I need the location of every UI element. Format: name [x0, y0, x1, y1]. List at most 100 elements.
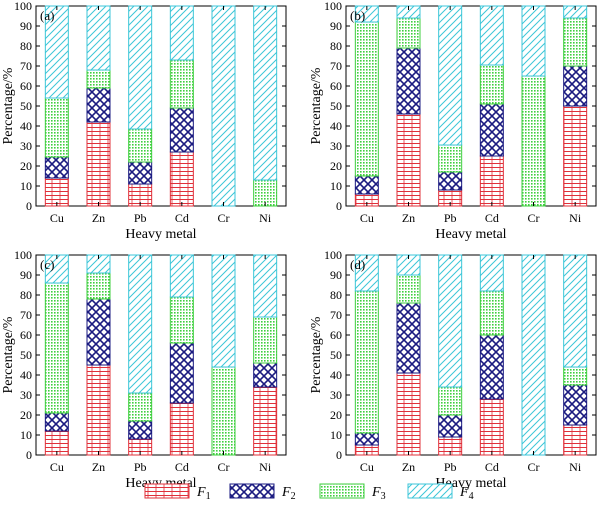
x-tick-label: Cr	[218, 211, 230, 225]
bar-segment-F3-Pb	[438, 386, 463, 416]
bar-segment-F2-Ni	[563, 65, 588, 107]
bar-segment-F2-Ni	[253, 362, 278, 388]
bar-segment-F4-Cd	[479, 254, 504, 292]
y-tick-label: 90	[330, 268, 342, 282]
legend-swatch-F4	[407, 483, 453, 499]
bar-segment-F4-Ni	[253, 5, 278, 181]
bar-segment-F4-Pb	[438, 5, 463, 146]
legend-label-F4: F4	[459, 485, 474, 502]
bar-segment-F4-Cr	[211, 5, 236, 207]
y-tick-label: 10	[20, 179, 32, 193]
bar-segment-F1-Cd	[169, 402, 194, 456]
y-tick-label: 20	[20, 408, 32, 422]
y-tick-label: 100	[14, 248, 32, 262]
y-tick-label: 90	[20, 19, 32, 33]
y-tick-label: 10	[20, 428, 32, 442]
legend-swatch-F2	[229, 483, 275, 499]
y-tick-label: 50	[330, 99, 342, 113]
panel-label: (c)	[40, 257, 54, 272]
bar-segment-F2-Cd	[169, 107, 194, 153]
panel-label: (a)	[40, 8, 54, 23]
bar-segment-F4-Ni	[253, 254, 278, 318]
x-tick-label: Cu	[360, 211, 374, 225]
bar-segment-F3-Ni	[253, 316, 278, 364]
bar-segment-F2-Zn	[86, 298, 111, 366]
panel-label: (b)	[350, 8, 365, 23]
y-tick-label: 40	[330, 119, 342, 133]
bar-segment-F3-Pb	[438, 144, 463, 173]
x-tick-label: Cu	[360, 460, 374, 474]
bar-segment-F4-Ni	[563, 254, 588, 368]
bar-segment-F4-Cd	[479, 5, 504, 66]
y-tick-label: 80	[330, 288, 342, 302]
bar-segment-F2-Zn	[396, 47, 421, 115]
y-tick-label: 70	[20, 308, 32, 322]
x-axis-title: Heavy metal	[435, 476, 506, 491]
bar-segment-F2-Cu	[354, 432, 379, 446]
legend-label-F2: F2	[281, 485, 296, 502]
x-tick-label: Cr	[528, 460, 540, 474]
bar-segment-F3-Cu	[354, 290, 379, 434]
bar-segment-F4-Cr	[521, 254, 546, 456]
y-tick-label: 50	[330, 348, 342, 362]
bar-segment-F2-Cu	[354, 175, 379, 195]
bar-segment-F1-Ni	[563, 424, 588, 456]
y-tick-label: 90	[330, 19, 342, 33]
y-tick-label: 60	[330, 328, 342, 342]
y-tick-label: 50	[20, 99, 32, 113]
plot-frame	[35, 254, 287, 456]
plot-frame	[345, 5, 597, 207]
legend-label-F3: F3	[371, 485, 386, 502]
y-tick-label: 0	[26, 199, 32, 213]
panel-label: (d)	[350, 257, 365, 272]
legend-swatch-F1	[144, 483, 190, 499]
bar-segment-F1-Zn	[396, 372, 421, 456]
bar-segment-F3-Zn	[396, 274, 421, 304]
bar-segment-F3-Zn	[86, 272, 111, 300]
y-tick-label: 20	[20, 159, 32, 173]
bar-segment-F4-Pb	[438, 254, 463, 388]
y-tick-label: 70	[330, 308, 342, 322]
bar-segment-F2-Zn	[396, 302, 421, 374]
x-tick-label: Cd	[175, 460, 189, 474]
bar-segment-F4-Cd	[169, 5, 194, 61]
bar-segment-F2-Pb	[128, 161, 153, 185]
bar-segment-F4-Cr	[211, 254, 236, 368]
x-axis-title: Heavy metal	[435, 227, 506, 242]
bar-segment-F4-Zn	[86, 5, 111, 71]
plot-frame	[345, 254, 597, 456]
y-tick-label: 70	[20, 59, 32, 73]
bar-segment-F2-Cu	[44, 412, 69, 432]
y-axis-title: Percentage/%	[309, 316, 324, 393]
plot-frame	[35, 5, 287, 207]
bar-segment-F2-Pb	[438, 414, 463, 438]
y-tick-label: 70	[330, 59, 342, 73]
y-tick-label: 0	[336, 448, 342, 462]
y-axis-title: Percentage/%	[1, 316, 16, 393]
y-tick-label: 60	[20, 328, 32, 342]
y-tick-label: 30	[330, 388, 342, 402]
bar-segment-F1-Ni	[253, 386, 278, 456]
panel-b: 0 10 20 30 40 50 60 70 80 90 100 Cu Zn Pb Cd Cr Ni (b) Hea…	[309, 0, 597, 242]
x-tick-label: Ni	[259, 460, 272, 474]
y-tick-label: 60	[330, 79, 342, 93]
y-tick-label: 50	[20, 348, 32, 362]
bar-segment-F2-Cd	[479, 334, 504, 400]
panel-d: 0 10 20 30 40 50 60 70 80 90 100 Cu Zn Pb Cd Cr Ni (d) Hea…	[309, 248, 597, 491]
x-tick-label: Cr	[218, 460, 230, 474]
y-tick-label: 40	[20, 368, 32, 382]
legend-label-F1: F1	[196, 485, 211, 502]
legend-swatch-F3	[319, 483, 365, 499]
bar-segment-F3-Cr	[521, 75, 546, 207]
bar-segment-F1-Zn	[396, 113, 421, 207]
bar-segment-F3-Cd	[169, 59, 194, 109]
y-axis-title: Percentage/%	[1, 67, 16, 144]
bar-segment-F2-Pb	[438, 171, 463, 191]
bar-segment-F2-Cd	[479, 103, 504, 157]
y-tick-label: 10	[330, 428, 342, 442]
x-tick-label: Ni	[569, 460, 582, 474]
x-tick-label: Pb	[134, 211, 147, 225]
y-tick-label: 0	[26, 448, 32, 462]
